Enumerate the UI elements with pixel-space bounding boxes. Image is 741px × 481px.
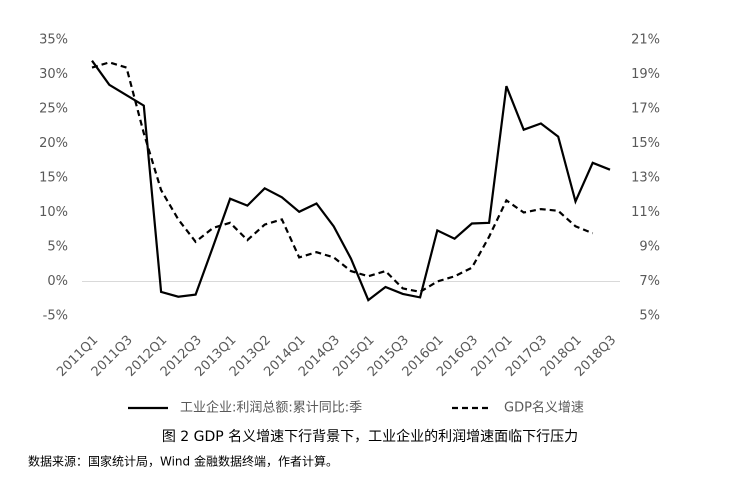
y-tick-label: 25%	[39, 102, 68, 117]
series-line	[91, 60, 611, 302]
y-tick-label: 5%	[47, 240, 68, 255]
caption: 图 2 GDP 名义增速下行背景下，工业企业的利润增速面临下行压力	[162, 428, 578, 445]
y-tick-label: 10%	[39, 205, 68, 220]
legend-label: GDP名义增速	[504, 400, 584, 416]
y2-tick-label: 7%	[639, 274, 660, 289]
y2-tick-label: 5%	[639, 309, 660, 324]
y2-tick-label: 11%	[631, 205, 660, 220]
legend-label: 工业企业:利润总额:累计同比:季	[180, 400, 362, 416]
y2-tick-label: 17%	[631, 102, 660, 117]
y2-tick-label: 9%	[639, 240, 660, 255]
series-line	[91, 61, 594, 294]
y-tick-label: 20%	[39, 136, 68, 151]
y2-tick-label: 15%	[631, 136, 660, 151]
y-tick-label: -5%	[43, 309, 68, 324]
y-tick-label: 30%	[39, 67, 68, 82]
y2-tick-label: 19%	[631, 67, 660, 82]
source: 数据来源：国家统计局，Wind 金融数据终端，作者计算。	[28, 454, 338, 469]
y-tick-label: 0%	[47, 274, 68, 289]
y2-tick-label: 13%	[631, 171, 660, 186]
y2-tick-label: 21%	[631, 33, 660, 48]
y-tick-label: 15%	[39, 171, 68, 186]
y-tick-label: 35%	[39, 33, 68, 48]
